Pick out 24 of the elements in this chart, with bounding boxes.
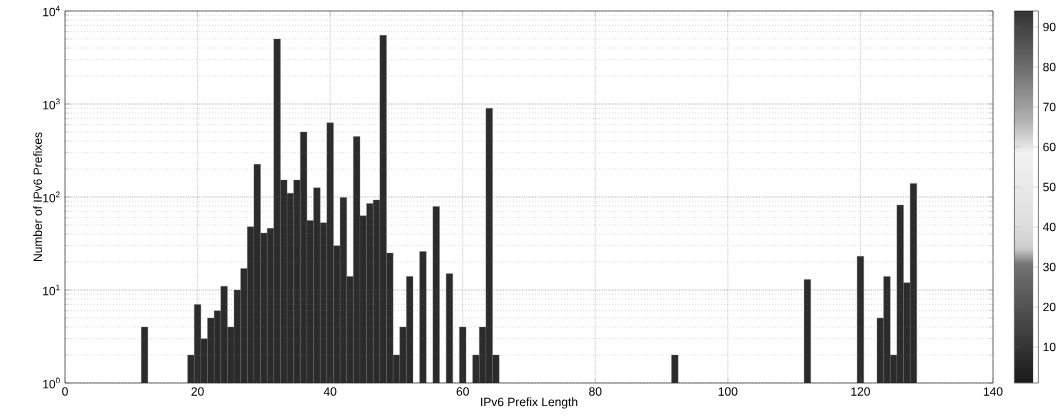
color-bar-label: 60 xyxy=(1043,142,1056,152)
x-tick-label: 0 xyxy=(62,387,68,396)
color-bar-label: 40 xyxy=(1042,222,1056,232)
x-tick-label: 140 xyxy=(983,387,1003,396)
x-axis-title: IPv6 Prefix Length xyxy=(481,397,578,409)
color-bar-label: 30 xyxy=(1043,262,1056,272)
color-bar-label: 90 xyxy=(1043,22,1056,32)
y-tick-label: 10$^{4}$ xyxy=(43,5,60,17)
color-bar-label: 10 xyxy=(1043,342,1056,352)
x-tick-label: 40 xyxy=(323,387,337,396)
y-tick-label: 10$^{2}$ xyxy=(43,191,60,203)
y-axis-title: Number of IPv6 Prefixes xyxy=(33,132,43,262)
x-tick-label: 60 xyxy=(456,387,469,396)
x-tick-label: 80 xyxy=(589,387,602,396)
y-tick-label: 10$^{1}$ xyxy=(43,284,60,296)
color-bar-label: 70 xyxy=(1043,102,1056,112)
x-tick-label: 120 xyxy=(851,387,870,396)
color-bar-label: 20 xyxy=(1043,302,1056,312)
x-tick-label: 20 xyxy=(191,387,204,396)
color-bar-label: 50 xyxy=(1043,182,1056,192)
color-bar-label: 80 xyxy=(1043,62,1056,72)
y-tick-label: 10$^{3}$ xyxy=(43,98,60,110)
y-tick-label: 10$^{0}$ xyxy=(43,377,60,389)
x-tick-label: 100 xyxy=(718,387,738,396)
